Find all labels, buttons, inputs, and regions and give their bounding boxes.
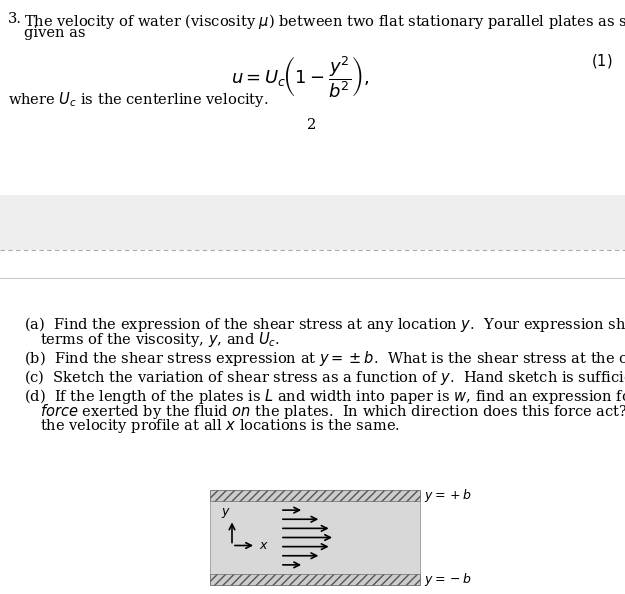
Text: y: y [221,504,229,517]
Text: 3.: 3. [8,12,22,26]
Bar [210,574,420,585]
Text: (a)  Find the expression of the shear stress at any location $y$.  Your expressi: (a) Find the expression of the shear str… [24,315,625,334]
Bar [0,195,625,250]
Bar [210,490,420,501]
Text: terms of the viscosity, $y$, and $U_c$.: terms of the viscosity, $y$, and $U_c$. [40,330,280,349]
Text: The velocity of water (viscosity $\mu$) between two flat stationary parallel pla: The velocity of water (viscosity $\mu$) … [24,12,625,31]
Text: $(1)$: $(1)$ [591,52,612,70]
Text: where $U_c$ is the centerline velocity.: where $U_c$ is the centerline velocity. [8,90,268,109]
Text: x: x [259,539,266,552]
Text: (d)  If the length of the plates is $L$ and width into paper is $w$, find an exp: (d) If the length of the plates is $L$ a… [24,387,625,406]
Text: (c)  Sketch the variation of shear stress as a function of $y$.  Hand sketch is : (c) Sketch the variation of shear stress… [24,368,625,387]
Text: $y = -b$: $y = -b$ [424,571,472,588]
Bar [210,490,420,585]
Text: given as: given as [24,26,86,40]
Text: the velocity profile at all $x$ locations is the same.: the velocity profile at all $x$ location… [40,417,400,435]
Text: 2: 2 [308,118,317,132]
Text: $\it{force}$ exerted by the fluid $\it{on}$ the plates.  In which direction does: $\it{force}$ exerted by the fluid $\it{o… [40,402,625,421]
Text: (b)  Find the shear stress expression at $y = \pm b$.  What is the shear stress : (b) Find the shear stress expression at … [24,349,625,368]
Text: $u = U_c\!\left(1 - \dfrac{y^2}{b^2}\right),$: $u = U_c\!\left(1 - \dfrac{y^2}{b^2}\rig… [231,54,369,100]
Text: $y = +b$: $y = +b$ [424,487,472,504]
